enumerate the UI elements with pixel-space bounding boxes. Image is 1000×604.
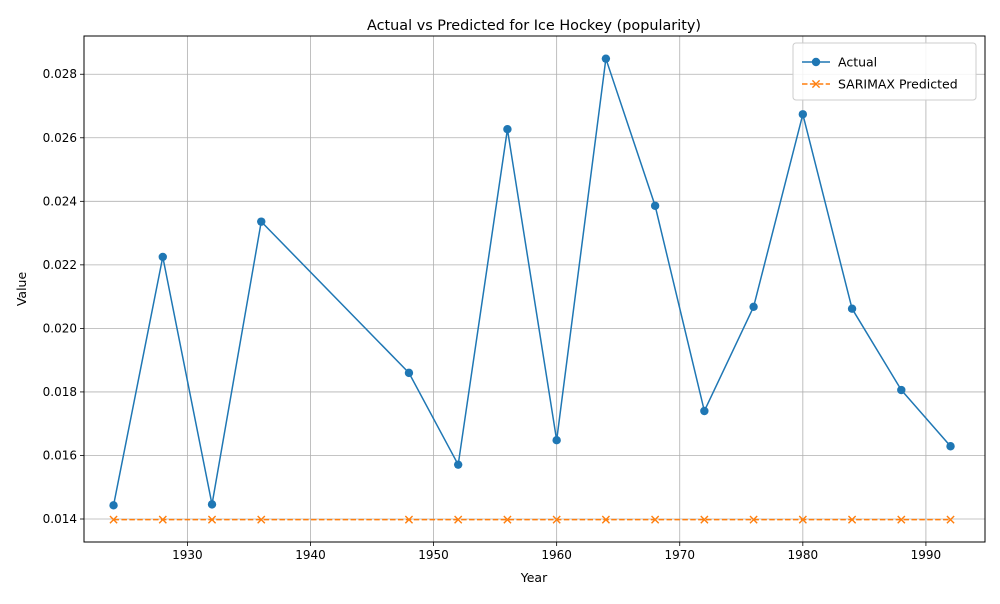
data-point	[552, 515, 561, 524]
y-axis: 0.014 0.016 0.018 0.020 0.022 0.024 0.026 0.028	[43, 67, 84, 526]
data-point	[798, 515, 807, 524]
y-axis-label: Value	[14, 272, 29, 307]
x-tick-label: 1930	[172, 548, 203, 562]
y-tick-label: 0.020	[43, 321, 77, 335]
data-point	[798, 110, 808, 119]
data-point	[847, 304, 857, 313]
legend-item: Actual	[802, 55, 877, 70]
series-actual	[109, 54, 955, 510]
x-tick-label: 1990	[911, 548, 942, 562]
y-tick-label: 0.016	[43, 448, 77, 462]
data-point	[257, 217, 266, 226]
legend-marker	[811, 57, 821, 67]
data-point	[404, 368, 414, 378]
x-tick-label: 1980	[788, 548, 819, 562]
legend-marker	[811, 79, 821, 89]
data-point	[207, 515, 217, 524]
x-axis: 1930 1940 1950 1960 1970 1980 1990	[172, 542, 941, 562]
y-tick-label: 0.024	[43, 194, 77, 208]
y-tick-label: 0.018	[43, 385, 77, 399]
y-tick-label: 0.014	[43, 512, 77, 526]
data-point	[897, 385, 906, 395]
data-point	[158, 515, 167, 524]
data-point	[700, 406, 709, 416]
series-line	[112, 57, 952, 506]
data-point	[946, 515, 955, 524]
legend-item: SARIMAX Predicted	[802, 77, 958, 92]
x-tick-label: 1960	[541, 548, 572, 562]
data-point	[453, 460, 463, 469]
legend-box	[792, 42, 977, 101]
data-point	[404, 515, 414, 524]
data-point	[109, 515, 118, 524]
series-layer	[109, 54, 955, 524]
plot-frame	[83, 35, 986, 543]
data-point	[651, 515, 660, 524]
chart-title: Actual vs Predicted for Ice Hockey (popu…	[367, 18, 701, 34]
data-point	[749, 302, 758, 311]
legend: Actual SARIMAX Predicted	[792, 42, 977, 101]
data-point	[897, 515, 906, 524]
x-tick-label: 1970	[664, 548, 695, 562]
data-point	[601, 515, 610, 524]
data-point	[847, 515, 857, 524]
data-point	[109, 501, 118, 510]
data-point	[454, 515, 463, 524]
data-point	[749, 515, 758, 524]
data-point	[700, 515, 709, 524]
y-tick-label: 0.022	[43, 258, 77, 272]
data-point	[503, 515, 512, 524]
data-point	[650, 201, 660, 210]
series-predicted	[109, 515, 955, 524]
x-tick-label: 1950	[418, 548, 449, 562]
x-tick-label: 1940	[295, 548, 326, 562]
data-point	[946, 442, 955, 451]
data-point	[257, 515, 266, 524]
data-point	[503, 125, 512, 134]
legend-label: Actual	[838, 55, 877, 70]
data-point	[552, 436, 561, 445]
legend-label: SARIMAX Predicted	[838, 77, 958, 92]
data-point	[601, 54, 611, 63]
x-axis-label: Year	[520, 570, 548, 585]
data-point	[158, 252, 167, 262]
y-tick-label: 0.028	[43, 67, 77, 81]
y-tick-label: 0.026	[43, 131, 77, 145]
data-point	[207, 500, 217, 509]
